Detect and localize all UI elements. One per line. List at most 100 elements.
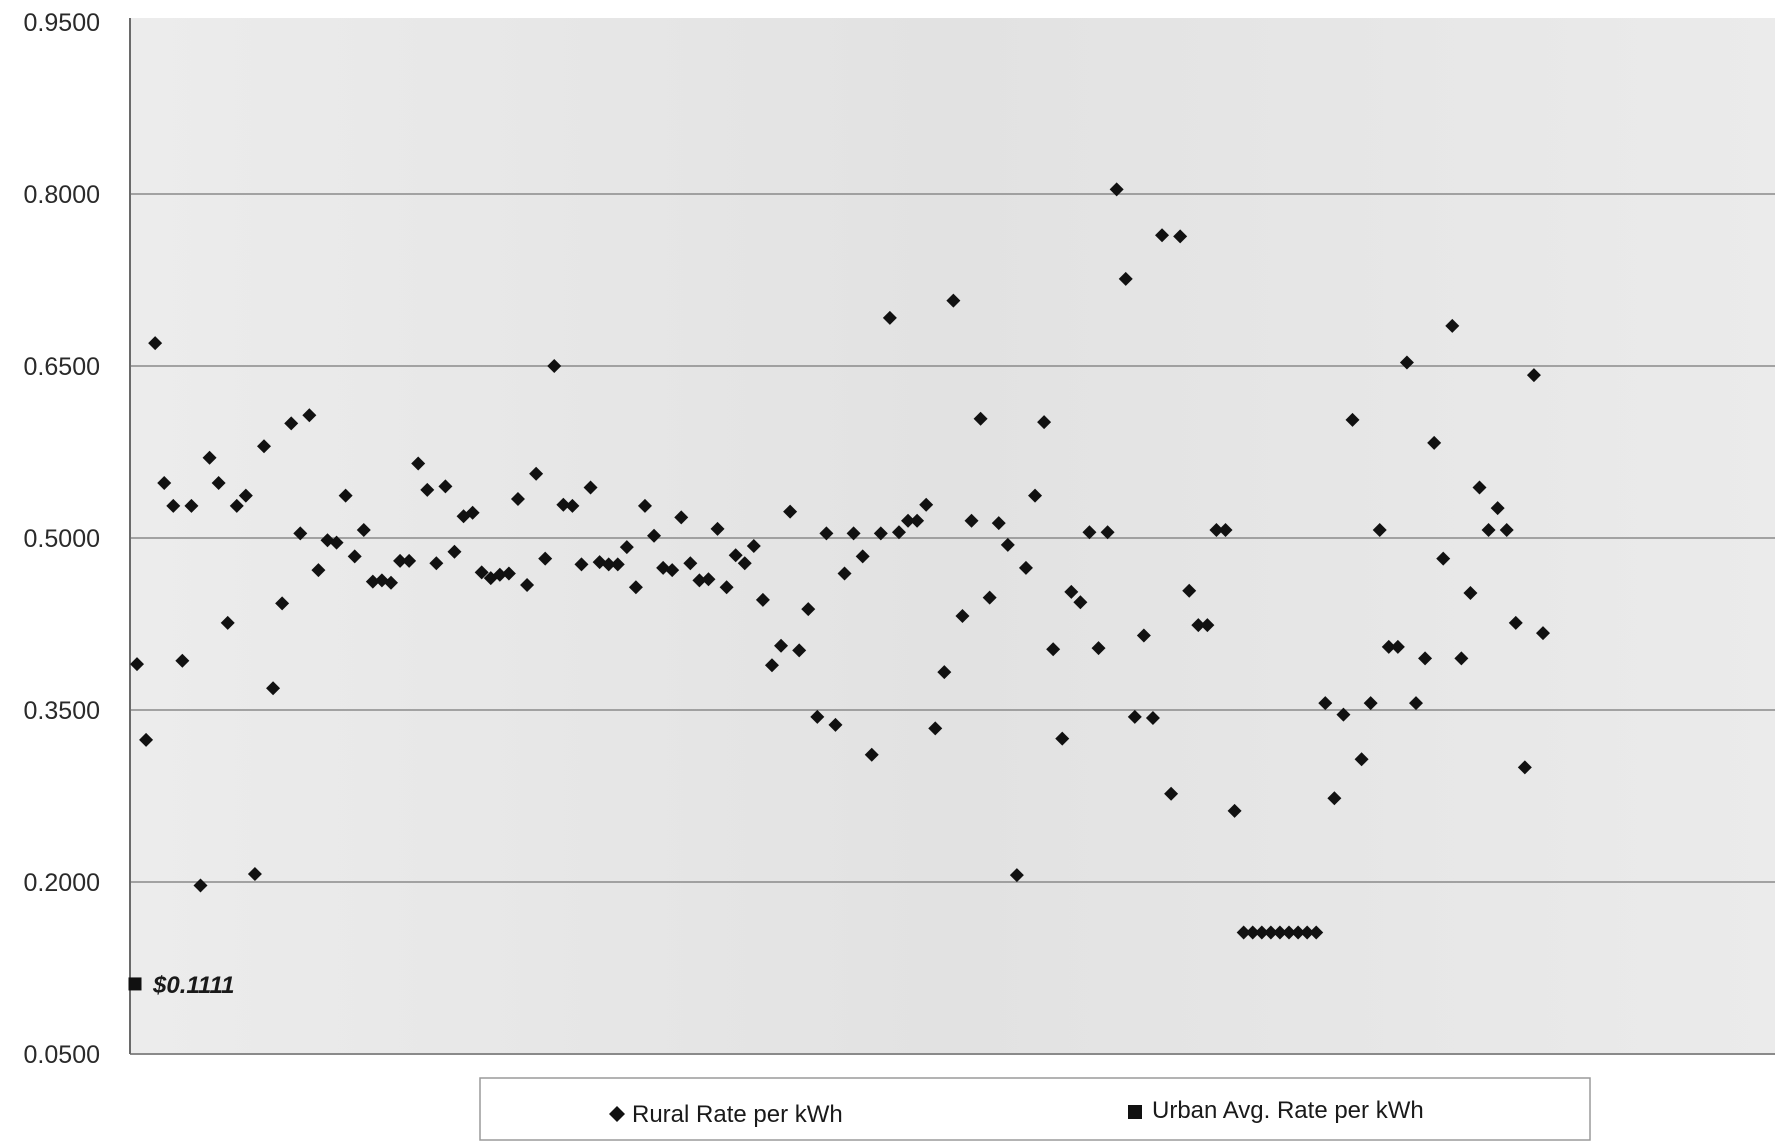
- rural-rate-point: [891, 525, 906, 540]
- rural-rate-point: [1064, 584, 1079, 599]
- rural-rate-point: [1436, 551, 1451, 566]
- rural-rate-point: [1209, 522, 1224, 537]
- rural-rate-point: [683, 556, 698, 571]
- rural-rate-point: [238, 488, 253, 503]
- rural-rate-point: [365, 574, 380, 589]
- rural-rate-point: [1372, 522, 1387, 537]
- rural-rate-point: [1318, 696, 1333, 711]
- rural-rate-point: [465, 505, 480, 520]
- rural-rate-point: [130, 657, 144, 672]
- rural-rate-point: [447, 544, 462, 559]
- rural-rate-point: [1182, 583, 1197, 598]
- rural-rate-point: [774, 638, 789, 653]
- rural-rate-point: [1028, 488, 1043, 503]
- rural-rate-point: [619, 540, 634, 555]
- urban-rate-point: [128, 977, 142, 991]
- plot-area: [130, 18, 1775, 1054]
- legend-diamond-icon: [609, 1106, 625, 1122]
- rural-rate-point: [601, 557, 616, 572]
- rural-rate-point: [1118, 271, 1133, 286]
- gridlines: [130, 193, 1775, 1055]
- rural-rate-point: [302, 408, 317, 423]
- y-axis-ticks: 0.9500 0.8000 0.6500 0.5000 0.3500 0.2000 0.05…: [24, 9, 100, 1069]
- rural-rate-point: [556, 497, 571, 512]
- rural-rate-point: [819, 526, 834, 541]
- rural-rate-point: [220, 615, 235, 630]
- rural-rate-point: [1009, 868, 1024, 883]
- rural-rate-point: [166, 498, 181, 513]
- legend-box: [479, 1077, 1591, 1141]
- rural-rate-point: [583, 480, 598, 495]
- rural-rate-point: [529, 466, 544, 481]
- rural-rate-point: [792, 643, 807, 658]
- rural-rate-point: [647, 528, 662, 543]
- rural-rate-point: [1463, 586, 1478, 601]
- rural-rate-point: [928, 721, 943, 736]
- rural-rate-point: [1046, 642, 1061, 657]
- rural-rate-point: [520, 578, 535, 593]
- rural-rate-point: [764, 658, 779, 673]
- rural-rate-point: [1136, 628, 1151, 643]
- rural-rate-point: [964, 513, 979, 528]
- rural-rate-point: [637, 498, 652, 513]
- y-tick-label: 0.9500: [24, 9, 100, 37]
- rural-rate-point: [411, 456, 426, 471]
- rural-rate-point: [665, 563, 680, 578]
- rural-rate-point: [1000, 537, 1015, 552]
- y-tick-label: 0.8000: [24, 181, 100, 209]
- rural-rate-point: [783, 504, 798, 519]
- rural-rate-point: [1490, 501, 1505, 516]
- rural-rate-point: [338, 488, 353, 503]
- y-tick-label: 0.6500: [24, 353, 100, 381]
- rural-rate-point: [746, 539, 761, 554]
- rural-rate-point: [1272, 925, 1287, 940]
- urban-series: [128, 977, 142, 991]
- rural-rate-point: [1173, 229, 1188, 244]
- rural-rate-point: [438, 479, 453, 494]
- rural-rate-point: [510, 492, 525, 507]
- rural-rate-point: [846, 526, 861, 541]
- rural-rate-point: [356, 522, 371, 537]
- rural-rate-point: [538, 551, 553, 566]
- rural-rate-point: [1218, 522, 1233, 537]
- legend: Rural Rate per kWh Urban Avg. Rate per k…: [479, 1077, 1591, 1141]
- rural-rate-point: [1127, 709, 1142, 724]
- rural-rate-point: [1381, 639, 1396, 654]
- rural-rate-point: [991, 516, 1006, 531]
- rural-rate-point: [837, 566, 852, 581]
- urban-rate-annotation: $0.1111: [152, 972, 234, 999]
- rural-rate-point: [1200, 618, 1215, 633]
- rural-rate-point: [1155, 228, 1170, 243]
- rural-rate-point: [229, 498, 244, 513]
- rural-rate-point: [574, 557, 589, 572]
- rural-rate-point: [1472, 480, 1487, 495]
- rural-rate-point: [1526, 368, 1541, 383]
- rural-rate-point: [266, 681, 281, 696]
- rural-rate-point: [1082, 525, 1097, 540]
- rural-rate-point: [1499, 522, 1514, 537]
- y-tick-label: 0.5000: [24, 525, 100, 553]
- rural-rate-point: [311, 563, 326, 578]
- rural-rate-point: [1327, 791, 1342, 806]
- rural-rate-point: [284, 416, 299, 431]
- rural-rate-point: [1445, 318, 1460, 333]
- rural-rate-point: [1363, 696, 1378, 711]
- rural-rate-point: [347, 549, 362, 564]
- rural-rate-point: [1418, 651, 1433, 666]
- rural-rate-point: [1018, 560, 1033, 575]
- rural-rate-point: [901, 513, 916, 528]
- rural-rate-point: [1109, 182, 1124, 197]
- rural-rate-point: [1399, 355, 1414, 370]
- data-points: [130, 182, 1550, 940]
- y-tick-label: 0.2000: [24, 869, 100, 897]
- rural-rate-point: [1245, 925, 1260, 940]
- rural-rate-point: [755, 592, 770, 607]
- rural-rate-point: [1300, 925, 1315, 940]
- rural-rate-point: [393, 553, 408, 568]
- rural-rate-point: [710, 521, 725, 536]
- rural-rate-point: [1291, 925, 1306, 940]
- rural-rate-point: [628, 580, 643, 595]
- rural-rate-point: [701, 572, 716, 587]
- rural-rate-point: [1390, 639, 1405, 654]
